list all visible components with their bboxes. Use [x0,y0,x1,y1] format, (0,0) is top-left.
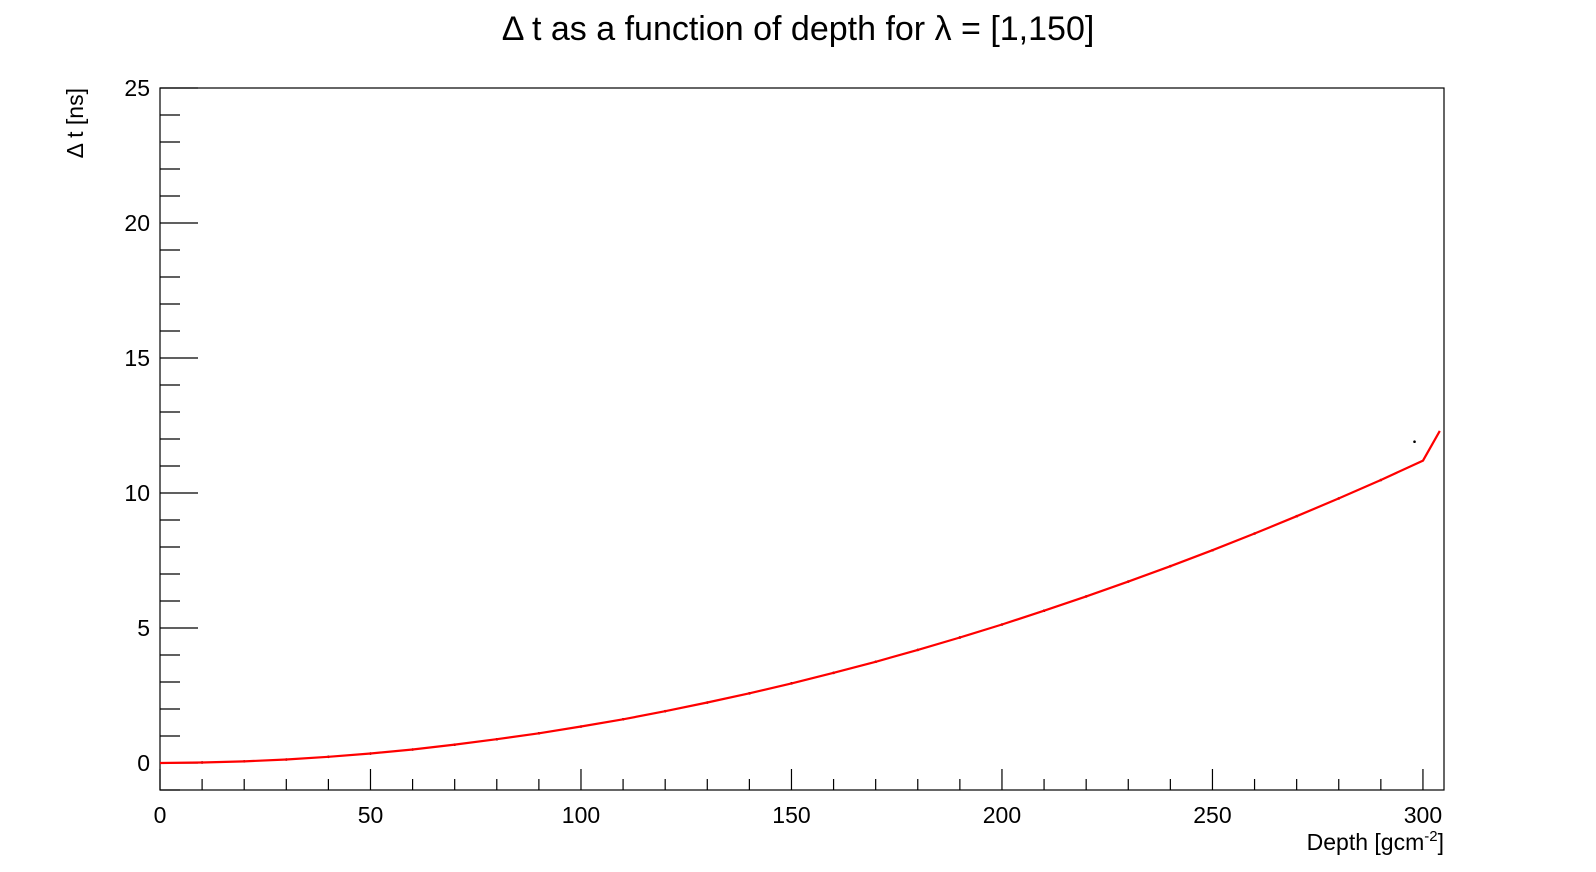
y-tick-label: 10 [124,480,150,506]
x-tick-label: 250 [1193,802,1231,828]
x-tick-label: 150 [772,802,810,828]
scatter-points [200,440,1416,764]
chart-title: Δ t as a function of depth for λ = [1,15… [502,10,1095,48]
x-axis: 0 50 100 150 200 250 300 [154,769,1442,828]
y-axis-label: Δ t [ns] [62,88,88,158]
x-tick-label: 50 [358,802,384,828]
x-tick-label: 300 [1404,802,1442,828]
x-axis-label-end: ] [1438,829,1444,855]
y-tick-label: 5 [137,615,150,641]
x-tick-label: 0 [154,802,167,828]
data-point [1413,440,1416,444]
y-axis: 0 5 10 15 20 25 [124,75,198,791]
x-axis-label: Depth [gcm-2] [1307,828,1444,855]
y-tick-label: 25 [124,75,150,101]
x-axis-label-sup: -2 [1424,828,1437,845]
fit-curve [159,430,1441,765]
y-tick-label: 0 [137,750,150,776]
plot-frame [159,87,1445,791]
x-axis-label-base: Depth [gcm [1307,829,1425,855]
y-tick-label: 15 [124,345,150,371]
x-tick-label: 200 [983,802,1021,828]
x-tick-label: 100 [562,802,600,828]
y-tick-label: 20 [124,210,150,236]
fit-curve-group [159,430,1441,765]
